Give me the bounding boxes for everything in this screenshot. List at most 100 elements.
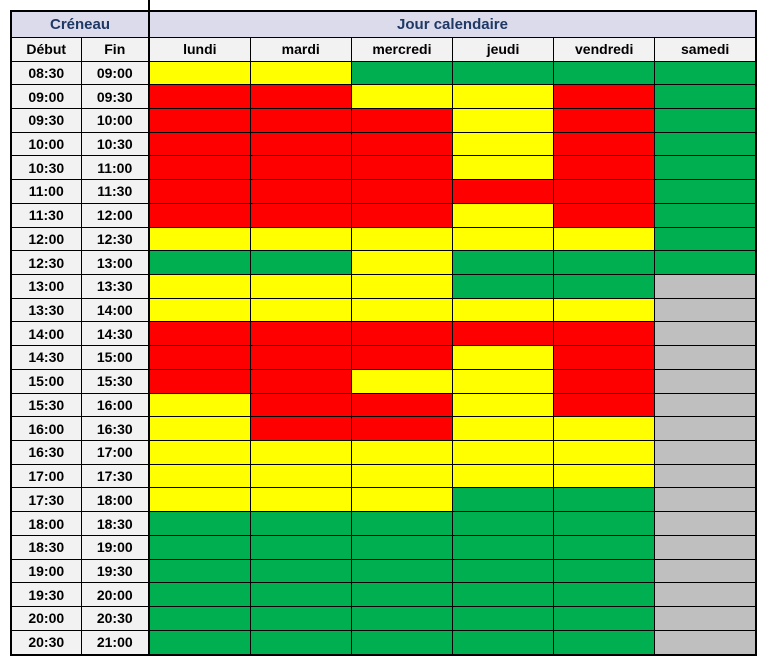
availability-cell-lundi-13:00[interactable] <box>148 273 251 299</box>
availability-cell-mardi-12:30[interactable] <box>249 250 352 275</box>
availability-cell-mercredi-16:00[interactable] <box>350 416 453 441</box>
availability-cell-mardi-13:00[interactable] <box>249 273 352 299</box>
availability-cell-vendredi-15:00[interactable] <box>553 368 656 394</box>
availability-cell-samedi-11:30[interactable] <box>654 202 757 228</box>
availability-cell-jeudi-13:00[interactable] <box>451 273 555 299</box>
availability-cell-vendredi-13:00[interactable] <box>553 273 656 299</box>
availability-cell-samedi-09:30[interactable] <box>654 107 757 133</box>
availability-cell-mardi-09:30[interactable] <box>249 107 352 133</box>
availability-cell-mercredi-13:30[interactable] <box>350 297 453 323</box>
availability-cell-vendredi-11:00[interactable] <box>553 179 656 204</box>
availability-cell-samedi-20:00[interactable] <box>654 606 757 631</box>
availability-cell-lundi-18:30[interactable] <box>148 534 251 560</box>
availability-cell-samedi-17:30[interactable] <box>654 487 757 513</box>
availability-cell-mercredi-14:00[interactable] <box>350 321 453 347</box>
availability-cell-mercredi-18:30[interactable] <box>350 534 453 560</box>
availability-cell-jeudi-09:00[interactable] <box>451 84 555 109</box>
availability-cell-lundi-19:00[interactable] <box>148 558 251 584</box>
availability-cell-mardi-10:30[interactable] <box>249 155 352 181</box>
availability-cell-jeudi-11:00[interactable] <box>451 179 555 204</box>
availability-cell-jeudi-20:00[interactable] <box>451 606 555 631</box>
availability-cell-vendredi-08:30[interactable] <box>553 60 656 86</box>
availability-cell-jeudi-16:00[interactable] <box>451 416 555 441</box>
availability-cell-mardi-10:00[interactable] <box>249 131 352 157</box>
availability-cell-vendredi-11:30[interactable] <box>553 202 656 228</box>
availability-cell-mardi-15:00[interactable] <box>249 368 352 394</box>
availability-cell-jeudi-14:00[interactable] <box>451 321 555 347</box>
availability-cell-samedi-18:00[interactable] <box>654 511 757 536</box>
availability-cell-mercredi-13:00[interactable] <box>350 273 453 299</box>
availability-cell-samedi-09:00[interactable] <box>654 84 757 109</box>
availability-cell-samedi-16:00[interactable] <box>654 416 757 441</box>
availability-cell-lundi-17:00[interactable] <box>148 463 251 489</box>
availability-cell-samedi-11:00[interactable] <box>654 179 757 204</box>
availability-cell-jeudi-20:30[interactable] <box>451 629 555 656</box>
availability-cell-lundi-10:30[interactable] <box>148 155 251 181</box>
availability-cell-samedi-20:30[interactable] <box>654 629 757 656</box>
availability-cell-samedi-13:00[interactable] <box>654 273 757 299</box>
availability-cell-mardi-14:30[interactable] <box>249 345 352 370</box>
availability-cell-vendredi-14:00[interactable] <box>553 321 656 347</box>
availability-cell-jeudi-17:00[interactable] <box>451 463 555 489</box>
availability-cell-samedi-12:00[interactable] <box>654 226 757 252</box>
availability-cell-samedi-17:00[interactable] <box>654 463 757 489</box>
availability-cell-lundi-15:30[interactable] <box>148 392 251 418</box>
availability-cell-mercredi-08:30[interactable] <box>350 60 453 86</box>
availability-cell-samedi-15:30[interactable] <box>654 392 757 418</box>
availability-cell-jeudi-17:30[interactable] <box>451 487 555 513</box>
availability-cell-jeudi-14:30[interactable] <box>451 345 555 370</box>
availability-cell-mardi-20:00[interactable] <box>249 606 352 631</box>
availability-cell-mardi-19:30[interactable] <box>249 582 352 608</box>
availability-cell-lundi-15:00[interactable] <box>148 368 251 394</box>
availability-cell-mercredi-10:00[interactable] <box>350 131 453 157</box>
availability-cell-mardi-16:00[interactable] <box>249 416 352 441</box>
availability-cell-vendredi-10:00[interactable] <box>553 131 656 157</box>
availability-cell-mardi-18:00[interactable] <box>249 511 352 536</box>
availability-cell-mardi-13:30[interactable] <box>249 297 352 323</box>
availability-cell-jeudi-19:30[interactable] <box>451 582 555 608</box>
availability-cell-lundi-17:30[interactable] <box>148 487 251 513</box>
availability-cell-samedi-15:00[interactable] <box>654 368 757 394</box>
availability-cell-vendredi-15:30[interactable] <box>553 392 656 418</box>
availability-cell-jeudi-13:30[interactable] <box>451 297 555 323</box>
availability-cell-lundi-12:30[interactable] <box>148 250 251 275</box>
availability-cell-lundi-20:00[interactable] <box>148 606 251 631</box>
availability-cell-vendredi-13:30[interactable] <box>553 297 656 323</box>
availability-cell-samedi-16:30[interactable] <box>654 440 757 465</box>
availability-cell-jeudi-10:30[interactable] <box>451 155 555 181</box>
availability-cell-mardi-11:30[interactable] <box>249 202 352 228</box>
availability-cell-mercredi-09:30[interactable] <box>350 107 453 133</box>
availability-cell-samedi-14:30[interactable] <box>654 345 757 370</box>
availability-cell-jeudi-16:30[interactable] <box>451 440 555 465</box>
availability-cell-lundi-12:00[interactable] <box>148 226 251 252</box>
availability-cell-lundi-11:00[interactable] <box>148 179 251 204</box>
availability-cell-samedi-08:30[interactable] <box>654 60 757 86</box>
availability-cell-jeudi-19:00[interactable] <box>451 558 555 584</box>
availability-cell-lundi-18:00[interactable] <box>148 511 251 536</box>
availability-cell-jeudi-10:00[interactable] <box>451 131 555 157</box>
availability-cell-vendredi-19:00[interactable] <box>553 558 656 584</box>
availability-cell-samedi-10:00[interactable] <box>654 131 757 157</box>
availability-cell-samedi-19:30[interactable] <box>654 582 757 608</box>
availability-cell-mercredi-15:00[interactable] <box>350 368 453 394</box>
availability-cell-lundi-19:30[interactable] <box>148 582 251 608</box>
availability-cell-vendredi-12:30[interactable] <box>553 250 656 275</box>
availability-cell-mardi-08:30[interactable] <box>249 60 352 86</box>
availability-cell-vendredi-12:00[interactable] <box>553 226 656 252</box>
availability-cell-vendredi-09:30[interactable] <box>553 107 656 133</box>
availability-cell-samedi-18:30[interactable] <box>654 534 757 560</box>
availability-cell-jeudi-09:30[interactable] <box>451 107 555 133</box>
availability-cell-mercredi-12:00[interactable] <box>350 226 453 252</box>
availability-cell-vendredi-20:30[interactable] <box>553 629 656 656</box>
availability-cell-vendredi-18:00[interactable] <box>553 511 656 536</box>
availability-cell-lundi-09:30[interactable] <box>148 107 251 133</box>
availability-cell-vendredi-10:30[interactable] <box>553 155 656 181</box>
availability-cell-mercredi-20:30[interactable] <box>350 629 453 656</box>
availability-cell-mardi-16:30[interactable] <box>249 440 352 465</box>
availability-cell-jeudi-15:30[interactable] <box>451 392 555 418</box>
availability-cell-lundi-16:30[interactable] <box>148 440 251 465</box>
availability-cell-jeudi-18:00[interactable] <box>451 511 555 536</box>
availability-cell-vendredi-16:30[interactable] <box>553 440 656 465</box>
availability-cell-mercredi-17:00[interactable] <box>350 463 453 489</box>
availability-cell-jeudi-15:00[interactable] <box>451 368 555 394</box>
